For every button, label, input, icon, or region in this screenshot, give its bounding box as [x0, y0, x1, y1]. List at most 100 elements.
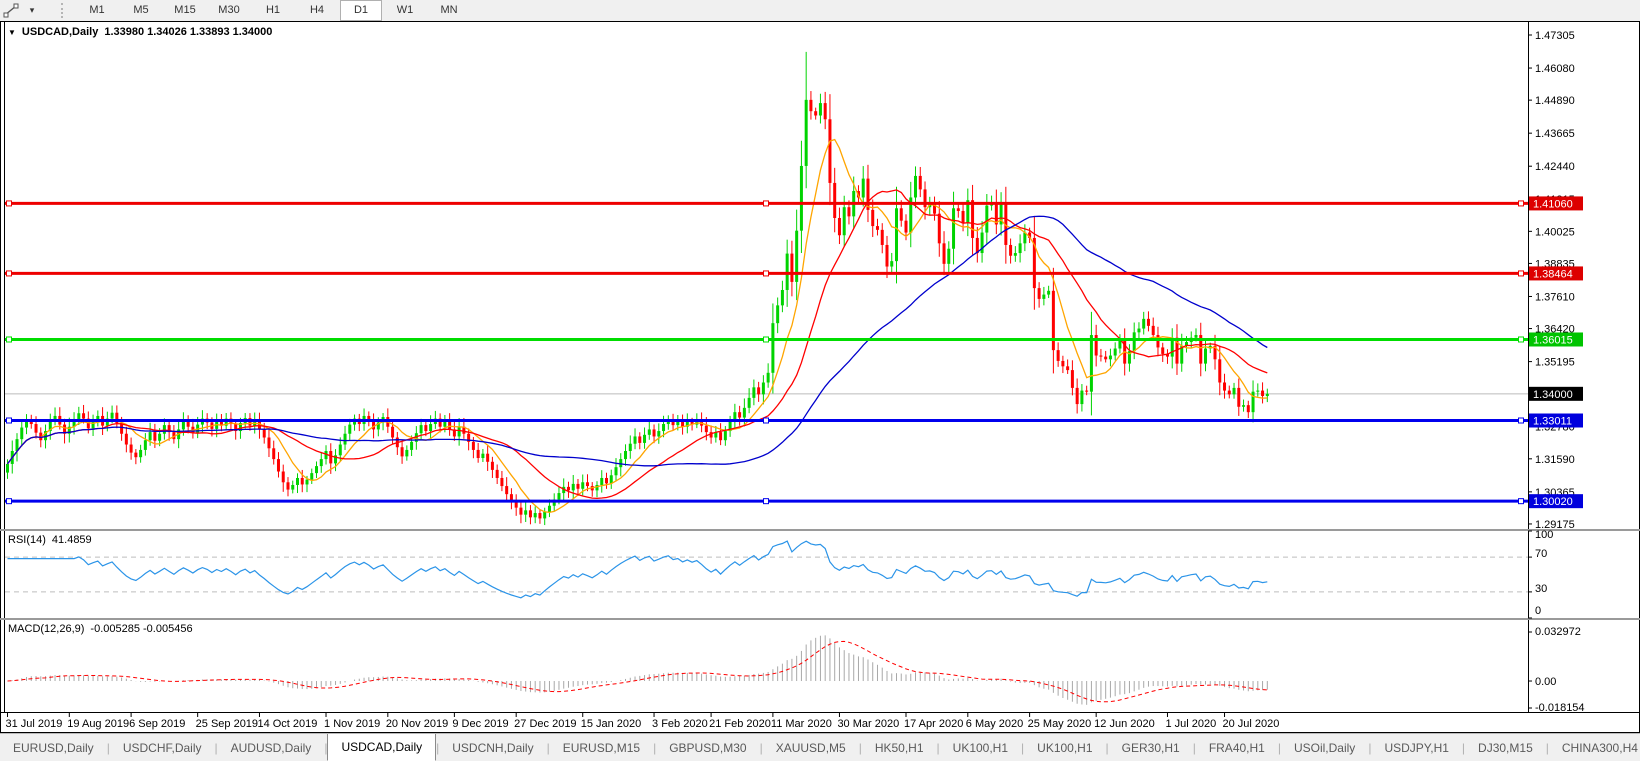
candle-body [1213, 345, 1217, 360]
tab-separator: | [546, 740, 550, 755]
timeframe-button-d1[interactable]: D1 [340, 0, 382, 21]
chart-tab-dj30-m15[interactable]: DJ30,M15 [1478, 740, 1533, 755]
line-studies-dropdown-caret[interactable]: ▾ [29, 5, 35, 15]
timeframe-button-h4[interactable]: H4 [309, 4, 325, 16]
tab-separator: | [106, 740, 110, 755]
horizontal-line-1.38464[interactable] [5, 270, 1528, 277]
candle-body [999, 202, 1003, 225]
candle-body [452, 429, 456, 437]
date-tick-label: 17 Apr 2020 [904, 718, 963, 730]
candle-body [681, 421, 685, 427]
horizontal-line-1.36015[interactable] [5, 336, 1528, 343]
candle-body [1156, 335, 1160, 348]
chart-tab-usdchf-daily[interactable]: USDCHF,Daily [122, 740, 202, 755]
chart-tab-xauusd-m5[interactable]: XAUUSD,M5 [775, 740, 846, 755]
line-handle[interactable] [1518, 336, 1524, 343]
chart-tab-china300-h4[interactable]: CHINA300,H4 [1561, 740, 1638, 755]
candle-body [605, 477, 609, 484]
candle-body [1180, 345, 1184, 364]
chart-tab-usdjpy-h1[interactable]: USDJPY,H1 [1384, 740, 1449, 755]
line-handle[interactable] [1518, 200, 1524, 207]
timeframe-button-w1[interactable]: W1 [396, 4, 414, 16]
chart-tab-audusd-daily[interactable]: AUDUSD,Daily [230, 740, 312, 755]
line-handle[interactable] [763, 498, 769, 505]
chart-tab-usdcnh-daily[interactable]: USDCNH,Daily [452, 740, 534, 755]
tab-separator: | [1545, 740, 1549, 755]
chart-open-value: 1.33980 [104, 26, 145, 38]
price-tick-label: 1.42440 [1535, 161, 1575, 173]
price-tick-label: 1.43665 [1535, 128, 1575, 140]
chart-tab-fra40-h1[interactable]: FRA40,H1 [1208, 740, 1265, 755]
candle-body [685, 421, 689, 427]
candle-body [928, 204, 932, 208]
candle-body [1142, 318, 1146, 329]
line-handle[interactable] [6, 417, 12, 424]
timeframe-button-m15[interactable]: M15 [174, 4, 196, 16]
candle-body [1085, 390, 1089, 392]
line-handle[interactable] [1518, 270, 1524, 277]
candle-body [15, 439, 19, 452]
candle-body [1066, 366, 1070, 371]
line-handle[interactable] [763, 417, 769, 424]
candle-body [181, 421, 185, 430]
chart-background[interactable] [0, 21, 1640, 733]
horizontal-line-1.33011[interactable] [5, 417, 1528, 424]
ma-fast-line [6, 138, 1268, 514]
horizontal-line-1.30020[interactable] [5, 498, 1528, 505]
candle-body [367, 415, 371, 422]
date-tick-label: 25 May 2020 [1028, 718, 1092, 730]
chart-collapse-icon[interactable]: ▼ [8, 27, 16, 37]
chart-tab-ger30-h1[interactable]: GER30,H1 [1121, 740, 1180, 755]
trendline-icon[interactable] [3, 3, 19, 18]
tab-separator: | [324, 740, 328, 755]
candle-body [172, 432, 176, 440]
toolbar-grip[interactable] [61, 3, 63, 18]
candle-body [1047, 290, 1051, 295]
line-handle[interactable] [6, 336, 12, 343]
chart-tab-uk100-h1[interactable]: UK100,H1 [952, 740, 1009, 755]
chart-tab-usdcad-daily[interactable]: USDCAD,Daily [327, 734, 437, 761]
timeframe-button-m1[interactable]: M1 [89, 4, 105, 16]
candle-body [400, 447, 404, 457]
h-line-price-label: 1.41060 [1533, 198, 1573, 210]
chart-high-value: 1.34026 [147, 26, 187, 38]
chart-tab-eurusd-daily[interactable]: EURUSD,Daily [13, 740, 94, 755]
candle-body [1028, 232, 1032, 238]
candle-body [723, 431, 727, 441]
line-handle[interactable] [6, 270, 12, 277]
timeframe-button-h1[interactable]: H1 [265, 4, 281, 16]
chart-tab-eurusd-m15[interactable]: EURUSD,M15 [562, 740, 641, 755]
price-tick-label: 1.40025 [1535, 226, 1575, 238]
candle-body [1246, 405, 1250, 413]
candle-body [614, 467, 618, 476]
macd-tick-label: 0.00 [1535, 676, 1556, 688]
horizontal-line-1.41060[interactable] [5, 200, 1528, 207]
candle-body [238, 422, 242, 432]
line-handle[interactable] [763, 200, 769, 207]
candle-body [148, 432, 152, 441]
chart-tab-hk50-h1[interactable]: HK50,H1 [874, 740, 924, 755]
date-axis[interactable]: 31 Jul 2019 19 Aug 2019 6 Sep 2019 25 Sep 2… [6, 712, 1280, 730]
chart-tab-gbpusd-m30[interactable]: GBPUSD,M30 [669, 740, 747, 755]
chart-tab-usoil-daily[interactable]: USOil,Daily [1293, 740, 1356, 755]
line-handle[interactable] [1518, 417, 1524, 424]
chart-tab-uk100-h1[interactable]: UK100,H1 [1037, 740, 1093, 755]
price-axis[interactable]: 1.473051.460801.448901.436651.424401.412… [1528, 30, 1585, 714]
h-line-price-label-bg [1529, 196, 1583, 211]
date-tick-label: 6 Sep 2019 [129, 718, 185, 730]
tab-separator: | [1105, 740, 1109, 755]
timeframe-button-mn[interactable]: MN [440, 4, 458, 16]
line-handle[interactable] [763, 270, 769, 277]
candle-body [139, 449, 143, 458]
chart-window[interactable]: 1.473051.460801.448901.436651.424401.412… [0, 21, 1640, 733]
candle-body [942, 243, 946, 264]
line-handle[interactable] [6, 498, 12, 505]
line-handle[interactable] [763, 336, 769, 343]
line-handle[interactable] [6, 200, 12, 207]
candle-body [1118, 340, 1122, 349]
timeframe-button-m30[interactable]: M30 [218, 4, 240, 16]
timeframe-button-m5[interactable]: M5 [133, 4, 149, 16]
toolbar: ▾ M1 M5 M15 M30 H1 H4 D1 W1 MN [0, 0, 1640, 21]
line-handle[interactable] [1518, 498, 1524, 505]
candle-body [533, 513, 537, 518]
